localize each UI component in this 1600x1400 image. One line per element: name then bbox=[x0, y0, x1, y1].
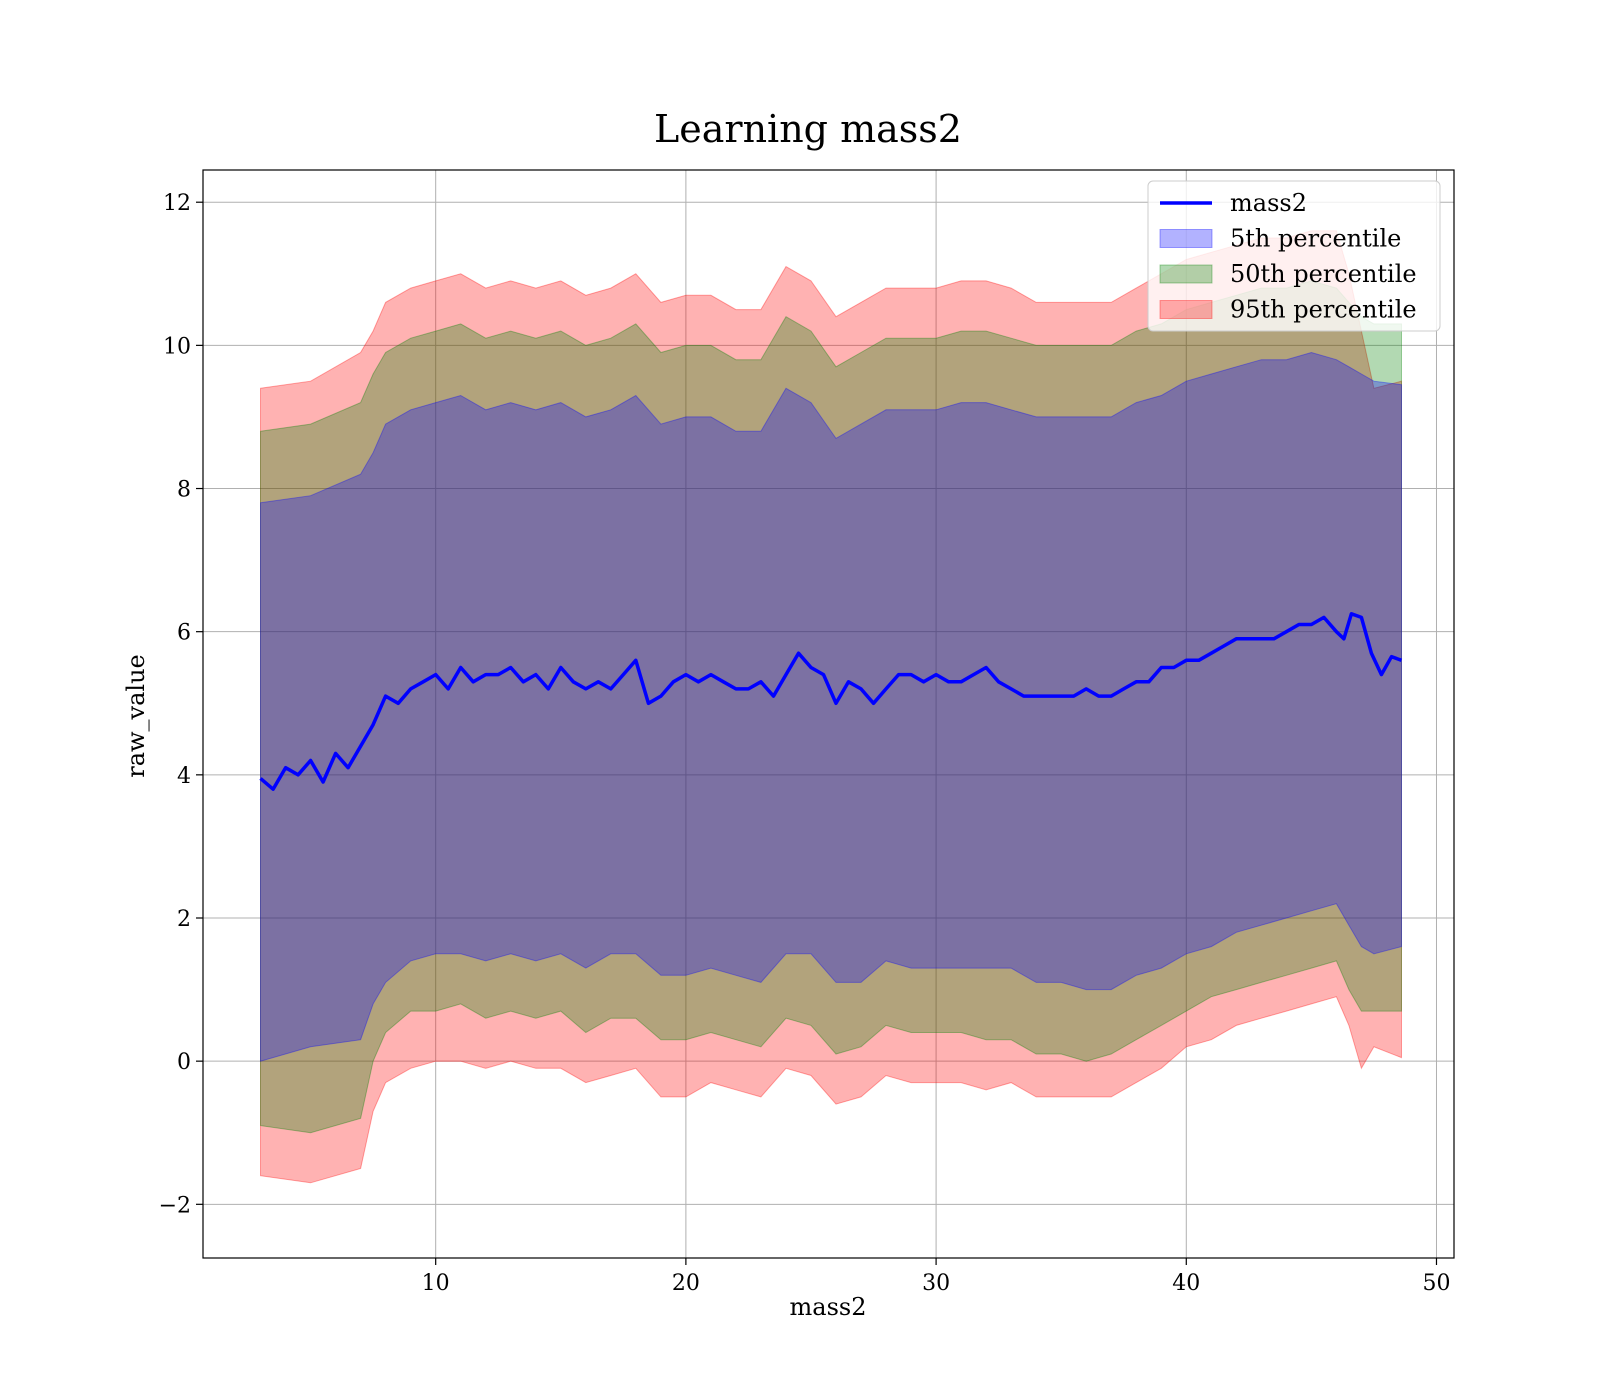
y-tick-label: 8 bbox=[177, 478, 191, 503]
x-tick-label: 30 bbox=[922, 1271, 950, 1296]
y-tick-label: 12 bbox=[163, 191, 191, 216]
legend-label: mass2 bbox=[1230, 189, 1307, 217]
y-tick-label: 0 bbox=[177, 1050, 191, 1075]
y-tick-label: −2 bbox=[159, 1193, 191, 1218]
x-tick-label: 50 bbox=[1422, 1271, 1450, 1296]
legend-label: 95th percentile bbox=[1230, 296, 1417, 324]
band-95th-percentile bbox=[260, 230, 1402, 1184]
x-axis-ticks: 10 20 30 40 50 bbox=[422, 1258, 1450, 1296]
y-tick-label: 6 bbox=[177, 621, 191, 646]
y-tick-label: 4 bbox=[177, 764, 191, 789]
x-tick-label: 20 bbox=[672, 1271, 700, 1296]
legend-swatch-patch bbox=[1159, 300, 1213, 319]
legend-box bbox=[1147, 180, 1441, 332]
legend-swatch-patch bbox=[1159, 229, 1213, 248]
legend-label: 50th percentile bbox=[1230, 260, 1417, 288]
band-5th-percentile bbox=[260, 351, 1402, 1062]
y-tick-label: 2 bbox=[177, 907, 191, 932]
percentile-bands bbox=[260, 230, 1402, 1184]
y-tick-label: 10 bbox=[163, 334, 191, 359]
plot-frame bbox=[202, 169, 1455, 1259]
x-tick-label: 10 bbox=[422, 1271, 450, 1296]
mass2-line bbox=[259, 612, 1403, 791]
chart-title: Learning mass2 bbox=[654, 107, 962, 151]
legend: mass2 5th percentile 50th percentile 95th p… bbox=[1147, 180, 1441, 332]
mass2-line-layer bbox=[259, 612, 1403, 791]
y-axis-ticks: −2 0 2 4 6 8 10 12 bbox=[159, 191, 203, 1218]
x-axis-label: mass2 bbox=[790, 1293, 867, 1321]
y-axis-label: raw_value bbox=[122, 654, 150, 778]
band-50th-percentile bbox=[260, 280, 1402, 1134]
legend-label: 5th percentile bbox=[1230, 225, 1401, 253]
legend-swatch-patch bbox=[1159, 264, 1213, 284]
x-tick-label: 40 bbox=[1172, 1271, 1200, 1296]
